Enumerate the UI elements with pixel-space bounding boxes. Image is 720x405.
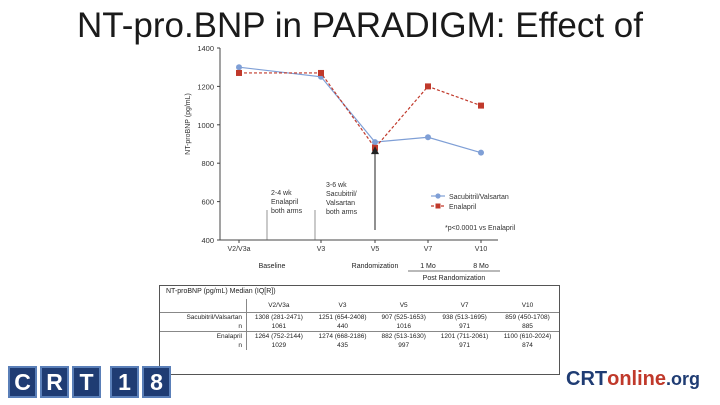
table-cell: 1251 (654-2408) [318,314,367,321]
legend-label: Enalapril [449,204,477,211]
annotation-text: Valsartan [326,200,355,207]
x-tick-label: V3 [317,246,326,253]
table-header-cell: V7 [433,299,497,313]
table-cell: 882 (513-1630) [381,333,426,340]
y-tick-label: 800 [201,159,214,168]
table-cell: 938 (513-1695) [442,314,487,321]
data-point [236,69,242,76]
table-header-cell: V10 [496,299,559,313]
data-point [478,102,484,109]
data-point [425,83,431,90]
y-axis-label: NT-proBNP (pg/mL) [185,93,192,155]
table-header-cell: V2/V3a [245,299,311,313]
annotation-text: 3-6 wk [326,182,347,189]
table-row: Enalapril 1264 (752-2144) 1274 (668-2186… [160,331,559,341]
table-cell: 1308 (281-2471) [245,312,311,322]
y-tick-label: 1200 [197,82,214,91]
data-point [236,64,242,71]
y-tick-label: 600 [201,198,214,207]
legend-marker [435,193,441,199]
annotation-text: both arms [326,209,358,216]
table-row-label: Enalapril [216,333,242,340]
crt18-logo: C R T 1 8 [8,362,174,402]
crtonline-logo-part: online [607,368,666,390]
crtonline-logo-part: CRT [566,368,608,390]
table-cell: 1029 [245,341,311,350]
table-cell: 1264 (752-2144) [245,331,311,341]
legend-marker [435,203,441,209]
x-tick-label: V10 [475,246,488,253]
table-cell: 874 [522,342,533,349]
randomization-arrow-head [371,146,379,155]
results-table-panel: NT-proBNP (pg/mL) Median (IQ[R]) V2/V3a … [159,285,560,375]
table-cell: 971 [459,342,470,349]
phase-label-1mo: 1 Mo [420,263,436,270]
x-tick-label: V5 [371,246,380,253]
table-row-label: n [160,322,247,332]
table-cell: 1061 [245,322,311,332]
series-line-enalapril [239,72,482,149]
table-row-label: Sacubitril/Valsartan [186,314,242,321]
annotation-text: Enalapril [271,199,299,206]
table-title: NT-proBNP (pg/mL) Median (IQ[R]) [166,288,276,295]
table-cell: 435 [337,342,348,349]
data-point [318,69,324,76]
annotation-text: 2-4 wk [271,190,292,197]
results-table: V2/V3a V3 V5 V7 V10 Sacubitril/Valsartan… [160,299,559,350]
crtonline-logo: CRT online .org [566,368,700,392]
table-cell: 1201 (711-2061) [440,333,489,340]
table-cell: 907 (525-1653) [381,314,426,321]
table-row: n 1061 440 1016 971 885 [160,322,559,332]
table-row: Sacubitril/Valsartan 1308 (281-2471) 125… [160,312,559,322]
crt-logo-letter: R [40,366,69,398]
table-row-label: n [238,342,242,349]
series-line-sacubitril-valsartan [238,66,482,154]
chart-series [236,64,484,156]
table-cell: 1274 (668-2186) [318,333,367,340]
crt-logo-letter: T [72,366,101,398]
table-cell: 1100 (610-2024) [503,333,552,340]
annotation-text: both arms [271,208,303,215]
data-point [372,139,378,146]
phase-label-randomization: Randomization [352,263,399,270]
legend-note: *p<0.0001 vs Enalapril [445,225,516,232]
data-point [425,134,431,141]
crt-logo-letter: 1 [110,366,139,398]
table-header-cell [160,299,247,313]
table-cell: 440 [310,322,375,332]
table-row: n 1029 435 997 971 874 [160,341,559,350]
crt-logo-letter: 8 [142,366,171,398]
crt-logo-letter: C [8,366,37,398]
phase-label-post: Post Randomization [423,275,486,282]
legend-label: Sacubitril/Valsartan [449,194,509,201]
table-header-cell: V5 [374,299,434,313]
x-tick-label: V7 [424,246,433,253]
chart-legend: Sacubitril/Valsartan Enalapril *p<0.0001 v… [431,193,516,232]
phase-label-baseline: Baseline [259,263,286,270]
x-tick-label: V2/V3a [228,246,251,253]
table-cell: 997 [398,342,410,349]
table-cell: 885 [496,322,559,332]
table-header-row: V2/V3a V3 V5 V7 V10 [160,299,559,313]
slide-title: NT-pro.BNP in PARADIGM: Effect of [76,6,643,45]
chart-ticks: 400 600 800 1000 1200 1400 NT-proBNP (pg/mL) V2… [185,44,500,282]
annotation-text: Sacubitril/ [326,191,357,198]
y-tick-label: 400 [201,236,214,245]
y-tick-label: 1000 [197,121,214,130]
table-header-cell: V3 [310,299,375,313]
table-cell: 1016 [374,322,434,332]
chart-annotations: 2-4 wk Enalapril both arms 3-6 wk Sacubitril… [266,146,379,240]
table-cell: 971 [433,322,497,332]
crtonline-logo-part: .org [666,369,700,389]
chart-axes [219,48,498,241]
phase-label-8mo: 8 Mo [473,263,489,270]
nt-probnp-line-chart: 400 600 800 1000 1200 1400 NT-proBNP (pg/mL) V2… [185,44,516,282]
data-point [478,149,484,156]
y-tick-label: 1400 [197,44,214,53]
table-cell: 859 (450-1708) [505,314,550,321]
